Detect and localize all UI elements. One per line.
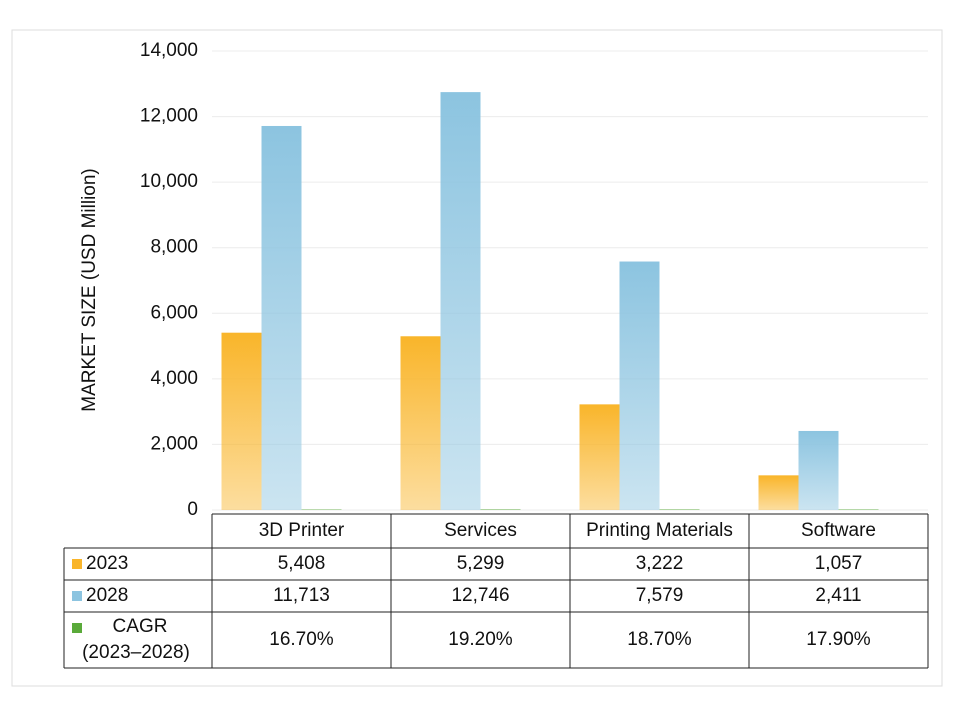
y-tick-label: 8,000 [150,237,198,258]
bar [480,509,521,510]
legend-swatch [72,591,82,601]
data-label: 16.70% [269,629,334,650]
bar [400,336,441,510]
y-axis-label: MARKET SIZE (USD Million) [79,168,100,412]
y-tick-label: 6,000 [150,302,198,323]
data-label: 2,411 [815,585,861,606]
data-label: 11,713 [273,585,330,606]
bar [758,475,799,510]
data-label: 17.90% [806,629,871,650]
y-tick-label: 10,000 [140,171,198,192]
legend-swatch [72,623,82,633]
legend-label: 2023 [86,553,128,574]
y-tick-label: 12,000 [140,106,198,127]
bar [659,509,700,510]
data-label: 5,408 [278,553,326,574]
legend-label: CAGR (2023–2028) [82,616,190,663]
bar [440,92,481,511]
legend-swatch [72,559,82,569]
y-tick-label: 14,000 [140,40,198,61]
data-label: 12,746 [451,585,509,606]
bar [579,404,620,510]
y-tick-label: 2,000 [150,433,198,454]
data-label: 7,579 [636,585,684,606]
data-label: 5,299 [457,553,505,574]
data-label: 19.20% [448,629,513,650]
data-label: 3,222 [636,553,684,574]
data-label: 1,057 [815,553,863,574]
bar [838,509,879,510]
x-tick-label: Software [801,520,876,541]
y-tick-label: 4,000 [150,368,198,389]
bar [798,430,839,510]
x-tick-label: Printing Materials [586,520,733,541]
x-tick-label: Services [444,520,517,541]
bar [261,125,302,510]
data-label: 18.70% [627,629,692,650]
bar [301,509,342,510]
bar [221,332,262,510]
y-tick-label: 0 [187,499,198,520]
x-tick-label: 3D Printer [259,520,345,541]
bar [619,261,660,510]
legend-label: 2028 [86,585,128,606]
